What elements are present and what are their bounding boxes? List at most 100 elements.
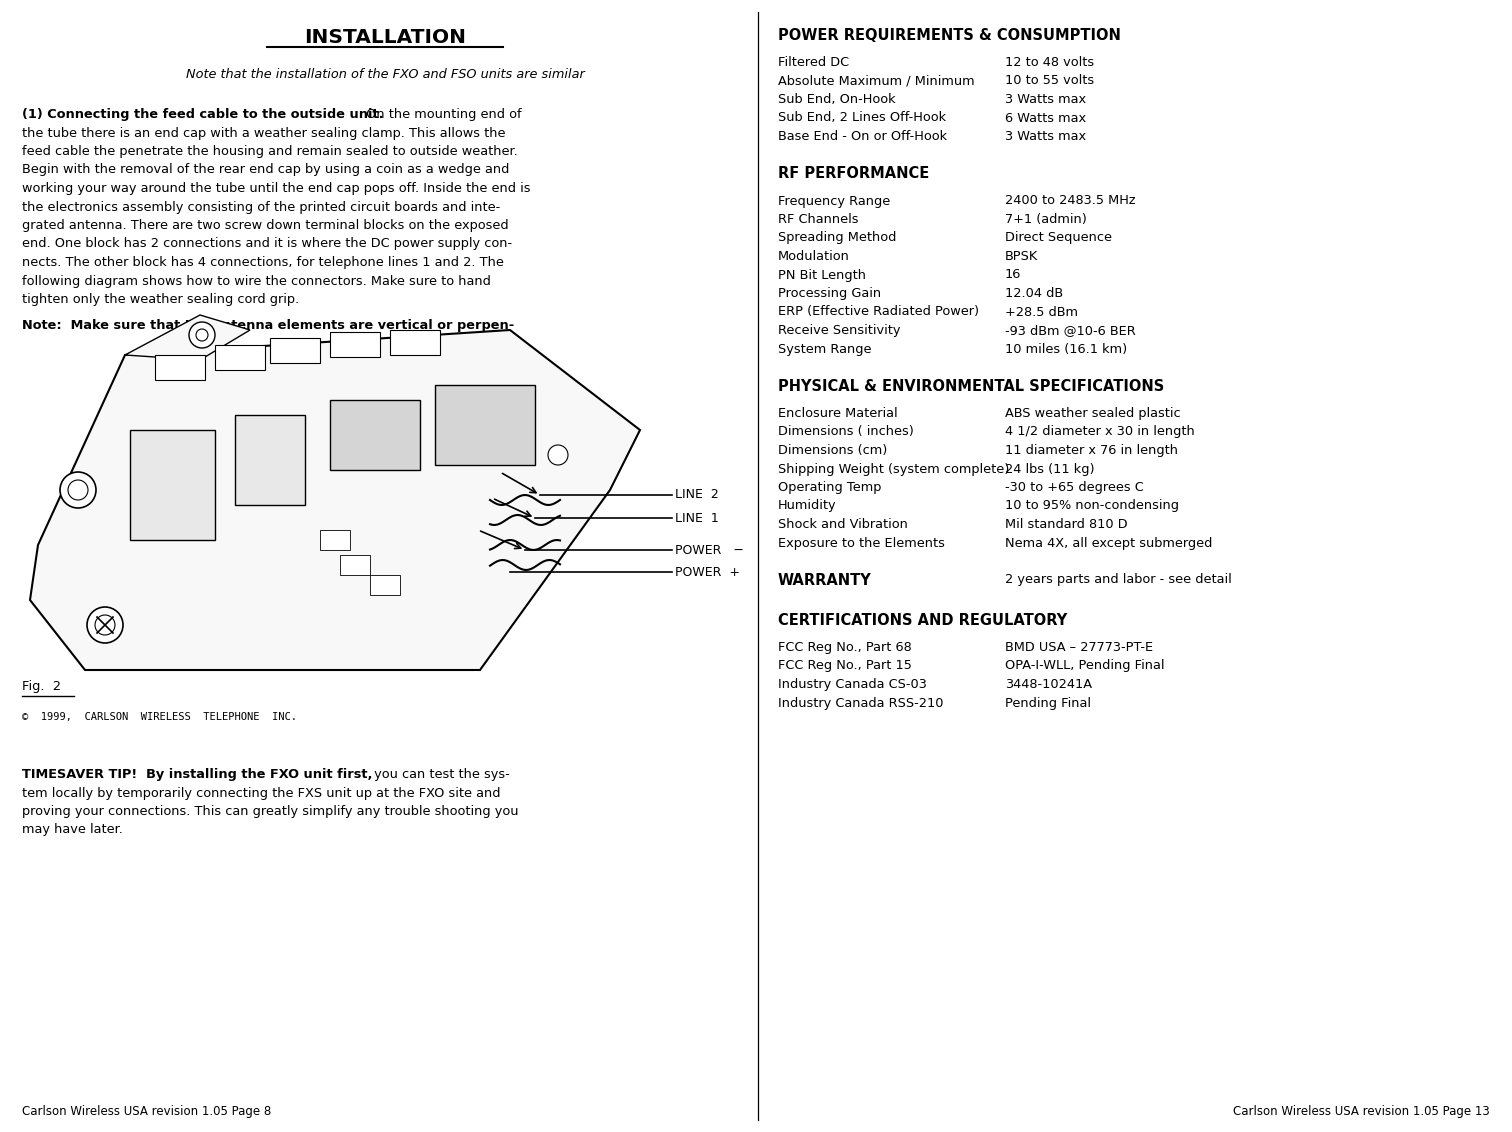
Text: Note:  Make sure that the antenna elements are vertical or perpen-: Note: Make sure that the antenna element… xyxy=(23,319,514,333)
Text: (1) Connecting the feed cable to the outside unit.: (1) Connecting the feed cable to the out… xyxy=(23,108,384,121)
Text: the tube there is an end cap with a weather sealing clamp. This allows the: the tube there is an end cap with a weat… xyxy=(23,127,505,139)
Text: Absolute Maximum / Minimum: Absolute Maximum / Minimum xyxy=(779,75,975,87)
Text: working your way around the tube until the end cap pops off. Inside the end is: working your way around the tube until t… xyxy=(23,182,531,195)
Text: CERTIFICATIONS AND REGULATORY: CERTIFICATIONS AND REGULATORY xyxy=(779,614,1067,628)
Text: 16: 16 xyxy=(1005,268,1022,282)
Text: Pending Final: Pending Final xyxy=(1005,696,1092,710)
Text: Filtered DC: Filtered DC xyxy=(779,55,850,69)
Circle shape xyxy=(547,445,569,465)
Text: -30 to +65 degrees C: -30 to +65 degrees C xyxy=(1005,481,1143,494)
Text: INSTALLATION: INSTALLATION xyxy=(304,28,466,48)
Text: proving your connections. This can greatly simplify any trouble shooting you: proving your connections. This can great… xyxy=(23,805,519,818)
Text: POWER REQUIREMENTS & CONSUMPTION: POWER REQUIREMENTS & CONSUMPTION xyxy=(779,28,1120,43)
Text: 3 Watts max: 3 Watts max xyxy=(1005,93,1086,106)
Text: 3 Watts max: 3 Watts max xyxy=(1005,130,1086,143)
Text: RF PERFORMANCE: RF PERFORMANCE xyxy=(779,166,930,181)
Text: Exposure to the Elements: Exposure to the Elements xyxy=(779,537,945,549)
Text: 12.04 dB: 12.04 dB xyxy=(1005,288,1063,300)
Text: 3448-10241A: 3448-10241A xyxy=(1005,678,1092,691)
Text: ©  1999,  CARLSON  WIRELESS  TELEPHONE  INC.: © 1999, CARLSON WIRELESS TELEPHONE INC. xyxy=(23,712,296,722)
Text: WARRANTY: WARRANTY xyxy=(779,573,872,588)
Text: Carlson Wireless USA revision 1.05 Page 8: Carlson Wireless USA revision 1.05 Page … xyxy=(23,1105,271,1118)
Text: 10 to 95% non-condensing: 10 to 95% non-condensing xyxy=(1005,499,1179,513)
Bar xyxy=(340,555,370,575)
Circle shape xyxy=(88,607,122,643)
Text: 11 diameter x 76 in length: 11 diameter x 76 in length xyxy=(1005,444,1178,457)
Text: end. One block has 2 connections and it is where the DC power supply con-: end. One block has 2 connections and it … xyxy=(23,238,513,250)
Text: Sub End, On-Hook: Sub End, On-Hook xyxy=(779,93,895,106)
Text: On the mounting end of: On the mounting end of xyxy=(361,108,522,121)
Text: RF Channels: RF Channels xyxy=(779,213,859,226)
Text: OPA-I-WLL, Pending Final: OPA-I-WLL, Pending Final xyxy=(1005,660,1164,672)
Text: 10 miles (16.1 km): 10 miles (16.1 km) xyxy=(1005,343,1128,355)
Text: 6 Watts max: 6 Watts max xyxy=(1005,111,1086,125)
Text: Shock and Vibration: Shock and Vibration xyxy=(779,518,907,531)
Text: feed cable the penetrate the housing and remain sealed to outside weather.: feed cable the penetrate the housing and… xyxy=(23,145,517,158)
Text: Carlson Wireless USA revision 1.05 Page 13: Carlson Wireless USA revision 1.05 Page … xyxy=(1234,1105,1489,1118)
Bar xyxy=(330,332,380,357)
Text: FCC Reg No., Part 15: FCC Reg No., Part 15 xyxy=(779,660,912,672)
Bar xyxy=(390,331,440,355)
Text: System Range: System Range xyxy=(779,343,871,355)
Text: Spreading Method: Spreading Method xyxy=(779,232,897,245)
Text: tem locally by temporarily connecting the FXS unit up at the FXO site and: tem locally by temporarily connecting th… xyxy=(23,787,500,799)
Text: Begin with the removal of the rear end cap by using a coin as a wedge and: Begin with the removal of the rear end c… xyxy=(23,163,510,177)
Text: 10 to 55 volts: 10 to 55 volts xyxy=(1005,75,1095,87)
Text: the electronics assembly consisting of the printed circuit boards and inte-: the electronics assembly consisting of t… xyxy=(23,200,500,214)
Polygon shape xyxy=(125,315,249,360)
Circle shape xyxy=(60,472,95,508)
Text: Note that the installation of the FXO and FSO units are similar: Note that the installation of the FXO an… xyxy=(186,68,584,82)
Text: Industry Canada CS-03: Industry Canada CS-03 xyxy=(779,678,927,691)
Text: PHYSICAL & ENVIRONMENTAL SPECIFICATIONS: PHYSICAL & ENVIRONMENTAL SPECIFICATIONS xyxy=(779,379,1164,394)
Bar xyxy=(215,345,265,370)
Text: Shipping Weight (system complete): Shipping Weight (system complete) xyxy=(779,463,1010,475)
Text: BMD USA – 27773-PT-E: BMD USA – 27773-PT-E xyxy=(1005,641,1154,654)
Bar xyxy=(370,575,401,595)
Circle shape xyxy=(189,321,215,348)
Text: Frequency Range: Frequency Range xyxy=(779,195,891,207)
Circle shape xyxy=(68,480,88,500)
Bar xyxy=(435,385,535,465)
Text: Direct Sequence: Direct Sequence xyxy=(1005,232,1111,245)
Text: LINE  1: LINE 1 xyxy=(674,512,718,524)
Text: grated antenna. There are two screw down terminal blocks on the exposed: grated antenna. There are two screw down… xyxy=(23,218,508,232)
Polygon shape xyxy=(30,331,640,670)
Bar xyxy=(130,430,215,540)
Text: 12 to 48 volts: 12 to 48 volts xyxy=(1005,55,1095,69)
Text: -93 dBm @10-6 BER: -93 dBm @10-6 BER xyxy=(1005,324,1136,337)
Text: +28.5 dBm: +28.5 dBm xyxy=(1005,306,1078,318)
Text: Base End - On or Off-Hook: Base End - On or Off-Hook xyxy=(779,130,947,143)
Text: Receive Sensitivity: Receive Sensitivity xyxy=(779,324,901,337)
Text: following diagram shows how to wire the connectors. Make sure to hand: following diagram shows how to wire the … xyxy=(23,274,491,288)
Text: TIMESAVER TIP!  By installing the FXO unit first,: TIMESAVER TIP! By installing the FXO uni… xyxy=(23,767,372,781)
Text: Humidity: Humidity xyxy=(779,499,836,513)
Text: Processing Gain: Processing Gain xyxy=(779,288,881,300)
Text: Industry Canada RSS-210: Industry Canada RSS-210 xyxy=(779,696,943,710)
Text: Operating Temp: Operating Temp xyxy=(779,481,881,494)
Text: 4 1/2 diameter x 30 in length: 4 1/2 diameter x 30 in length xyxy=(1005,426,1194,438)
Bar xyxy=(321,530,349,550)
Text: 24 lbs (11 kg): 24 lbs (11 kg) xyxy=(1005,463,1095,475)
Text: POWER  +: POWER + xyxy=(674,566,739,578)
Text: may have later.: may have later. xyxy=(23,823,122,837)
Text: Modulation: Modulation xyxy=(779,250,850,263)
Circle shape xyxy=(95,615,115,635)
Text: PN Bit Length: PN Bit Length xyxy=(779,268,866,282)
Text: FCC Reg No., Part 68: FCC Reg No., Part 68 xyxy=(779,641,912,654)
Text: Sub End, 2 Lines Off-Hook: Sub End, 2 Lines Off-Hook xyxy=(779,111,947,125)
Text: POWER   −: POWER − xyxy=(674,543,744,557)
Text: Nema 4X, all except submerged: Nema 4X, all except submerged xyxy=(1005,537,1213,549)
Text: Fig.  2: Fig. 2 xyxy=(23,680,60,693)
Bar xyxy=(156,355,206,380)
Text: you can test the sys-: you can test the sys- xyxy=(370,767,510,781)
Bar xyxy=(234,415,305,505)
Text: Mil standard 810 D: Mil standard 810 D xyxy=(1005,518,1128,531)
Text: Enclosure Material: Enclosure Material xyxy=(779,408,898,420)
Text: ERP (Effective Radiated Power): ERP (Effective Radiated Power) xyxy=(779,306,980,318)
Bar xyxy=(330,400,420,470)
Text: BPSK: BPSK xyxy=(1005,250,1039,263)
Circle shape xyxy=(197,329,209,341)
Text: tighten only the weather sealing cord grip.: tighten only the weather sealing cord gr… xyxy=(23,293,299,306)
Text: 2400 to 2483.5 MHz: 2400 to 2483.5 MHz xyxy=(1005,195,1136,207)
Text: 2 years parts and labor - see detail: 2 years parts and labor - see detail xyxy=(1005,573,1232,586)
